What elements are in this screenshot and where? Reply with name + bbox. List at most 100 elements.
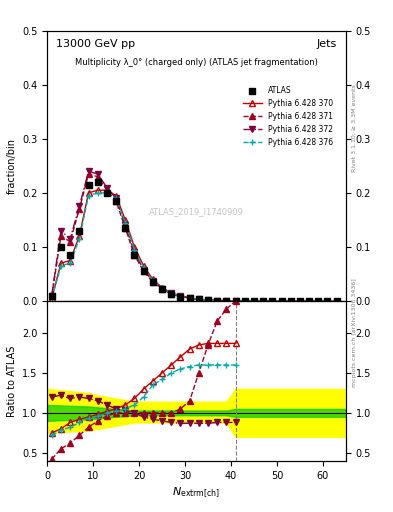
Pythia 6.428 372 [169, 290, 174, 296]
Pythia 6.428 371 [50, 292, 54, 298]
Pythia 6.428 370 [242, 298, 247, 304]
ATLAS [95, 179, 100, 185]
Pythia 6.428 372 [105, 184, 109, 190]
Pythia 6.428 376 [233, 298, 238, 304]
Pythia 6.428 376 [252, 298, 256, 304]
Pythia 6.428 371 [123, 225, 128, 231]
Pythia 6.428 372 [187, 295, 192, 302]
Pythia 6.428 371 [105, 187, 109, 194]
Pythia 6.428 370 [334, 298, 339, 304]
Pythia 6.428 371 [68, 239, 72, 245]
Pythia 6.428 376 [196, 296, 201, 303]
Pythia 6.428 372 [86, 168, 91, 175]
Line: Pythia 6.428 371: Pythia 6.428 371 [49, 171, 238, 304]
Pythia 6.428 370 [215, 297, 220, 304]
Pythia 6.428 376 [77, 236, 82, 242]
ATLAS [215, 297, 220, 304]
Pythia 6.428 371 [160, 286, 164, 292]
Pythia 6.428 372 [132, 249, 137, 255]
Pythia 6.428 371 [77, 206, 82, 212]
Pythia 6.428 376 [334, 298, 339, 304]
Pythia 6.428 371 [114, 198, 118, 204]
Pythia 6.428 370 [261, 298, 266, 304]
ATLAS [233, 298, 238, 304]
Pythia 6.428 370 [325, 298, 330, 304]
Pythia 6.428 376 [307, 298, 311, 304]
ATLAS [151, 279, 155, 285]
Pythia 6.428 370 [160, 285, 164, 291]
Pythia 6.428 376 [169, 290, 174, 296]
Text: mcplots.cern.ch [arXiv:1306.3436]: mcplots.cern.ch [arXiv:1306.3436] [352, 279, 357, 387]
ATLAS [123, 225, 128, 231]
Pythia 6.428 372 [196, 296, 201, 303]
ATLAS [270, 298, 275, 304]
Pythia 6.428 376 [68, 260, 72, 266]
Pythia 6.428 376 [86, 193, 91, 199]
Pythia 6.428 370 [233, 298, 238, 304]
Pythia 6.428 370 [169, 290, 174, 296]
Pythia 6.428 370 [50, 295, 54, 302]
Pythia 6.428 372 [50, 292, 54, 298]
ATLAS [196, 296, 201, 303]
ATLAS [206, 297, 210, 303]
Pythia 6.428 372 [233, 298, 238, 304]
Pythia 6.428 370 [68, 258, 72, 264]
Pythia 6.428 376 [224, 297, 229, 304]
Pythia 6.428 370 [187, 295, 192, 301]
ATLAS [59, 244, 63, 250]
ATLAS [141, 268, 146, 274]
ATLAS [279, 298, 284, 304]
Pythia 6.428 370 [288, 298, 293, 304]
Pythia 6.428 370 [316, 298, 321, 304]
Pythia 6.428 376 [261, 298, 266, 304]
Pythia 6.428 372 [151, 278, 155, 284]
Pythia 6.428 371 [141, 268, 146, 274]
Pythia 6.428 372 [114, 195, 118, 201]
Pythia 6.428 376 [105, 190, 109, 196]
Pythia 6.428 370 [141, 263, 146, 269]
ATLAS [298, 298, 302, 304]
Pythia 6.428 370 [252, 298, 256, 304]
ATLAS [86, 182, 91, 188]
Pythia 6.428 376 [215, 297, 220, 304]
Pythia 6.428 371 [95, 174, 100, 180]
Pythia 6.428 376 [132, 247, 137, 253]
Pythia 6.428 371 [187, 295, 192, 302]
ATLAS [224, 297, 229, 304]
Pythia 6.428 371 [151, 279, 155, 285]
X-axis label: $N_{\rm extrm[ch]}$: $N_{\rm extrm[ch]}$ [173, 486, 220, 500]
Y-axis label: fraction/bin: fraction/bin [7, 138, 17, 194]
Pythia 6.428 376 [50, 295, 54, 302]
Pythia 6.428 370 [298, 298, 302, 304]
Pythia 6.428 376 [151, 278, 155, 284]
Pythia 6.428 372 [68, 236, 72, 242]
Pythia 6.428 376 [178, 293, 183, 299]
Text: Rivet 3.1.10; ≥ 3.3M events: Rivet 3.1.10; ≥ 3.3M events [352, 84, 357, 172]
Pythia 6.428 376 [288, 298, 293, 304]
Pythia 6.428 370 [86, 190, 91, 196]
ATLAS [242, 298, 247, 304]
ATLAS [334, 298, 339, 304]
Pythia 6.428 371 [169, 291, 174, 297]
Line: Pythia 6.428 370: Pythia 6.428 370 [49, 187, 340, 304]
ATLAS [160, 286, 164, 292]
ATLAS [132, 252, 137, 258]
Pythia 6.428 371 [233, 298, 238, 304]
Pythia 6.428 370 [178, 292, 183, 298]
Pythia 6.428 376 [242, 298, 247, 304]
Pythia 6.428 370 [77, 233, 82, 239]
Y-axis label: Ratio to ATLAS: Ratio to ATLAS [7, 345, 17, 417]
Pythia 6.428 372 [224, 297, 229, 304]
ATLAS [114, 198, 118, 204]
Pythia 6.428 372 [206, 297, 210, 303]
Pythia 6.428 372 [123, 222, 128, 228]
Pythia 6.428 371 [59, 233, 63, 239]
Text: Jets: Jets [317, 39, 337, 49]
Pythia 6.428 371 [224, 297, 229, 304]
Pythia 6.428 370 [224, 297, 229, 304]
Pythia 6.428 372 [160, 286, 164, 292]
Legend: ATLAS, Pythia 6.428 370, Pythia 6.428 371, Pythia 6.428 372, Pythia 6.428 376: ATLAS, Pythia 6.428 370, Pythia 6.428 37… [240, 83, 336, 150]
Pythia 6.428 370 [307, 298, 311, 304]
Pythia 6.428 376 [187, 295, 192, 301]
Pythia 6.428 376 [279, 298, 284, 304]
